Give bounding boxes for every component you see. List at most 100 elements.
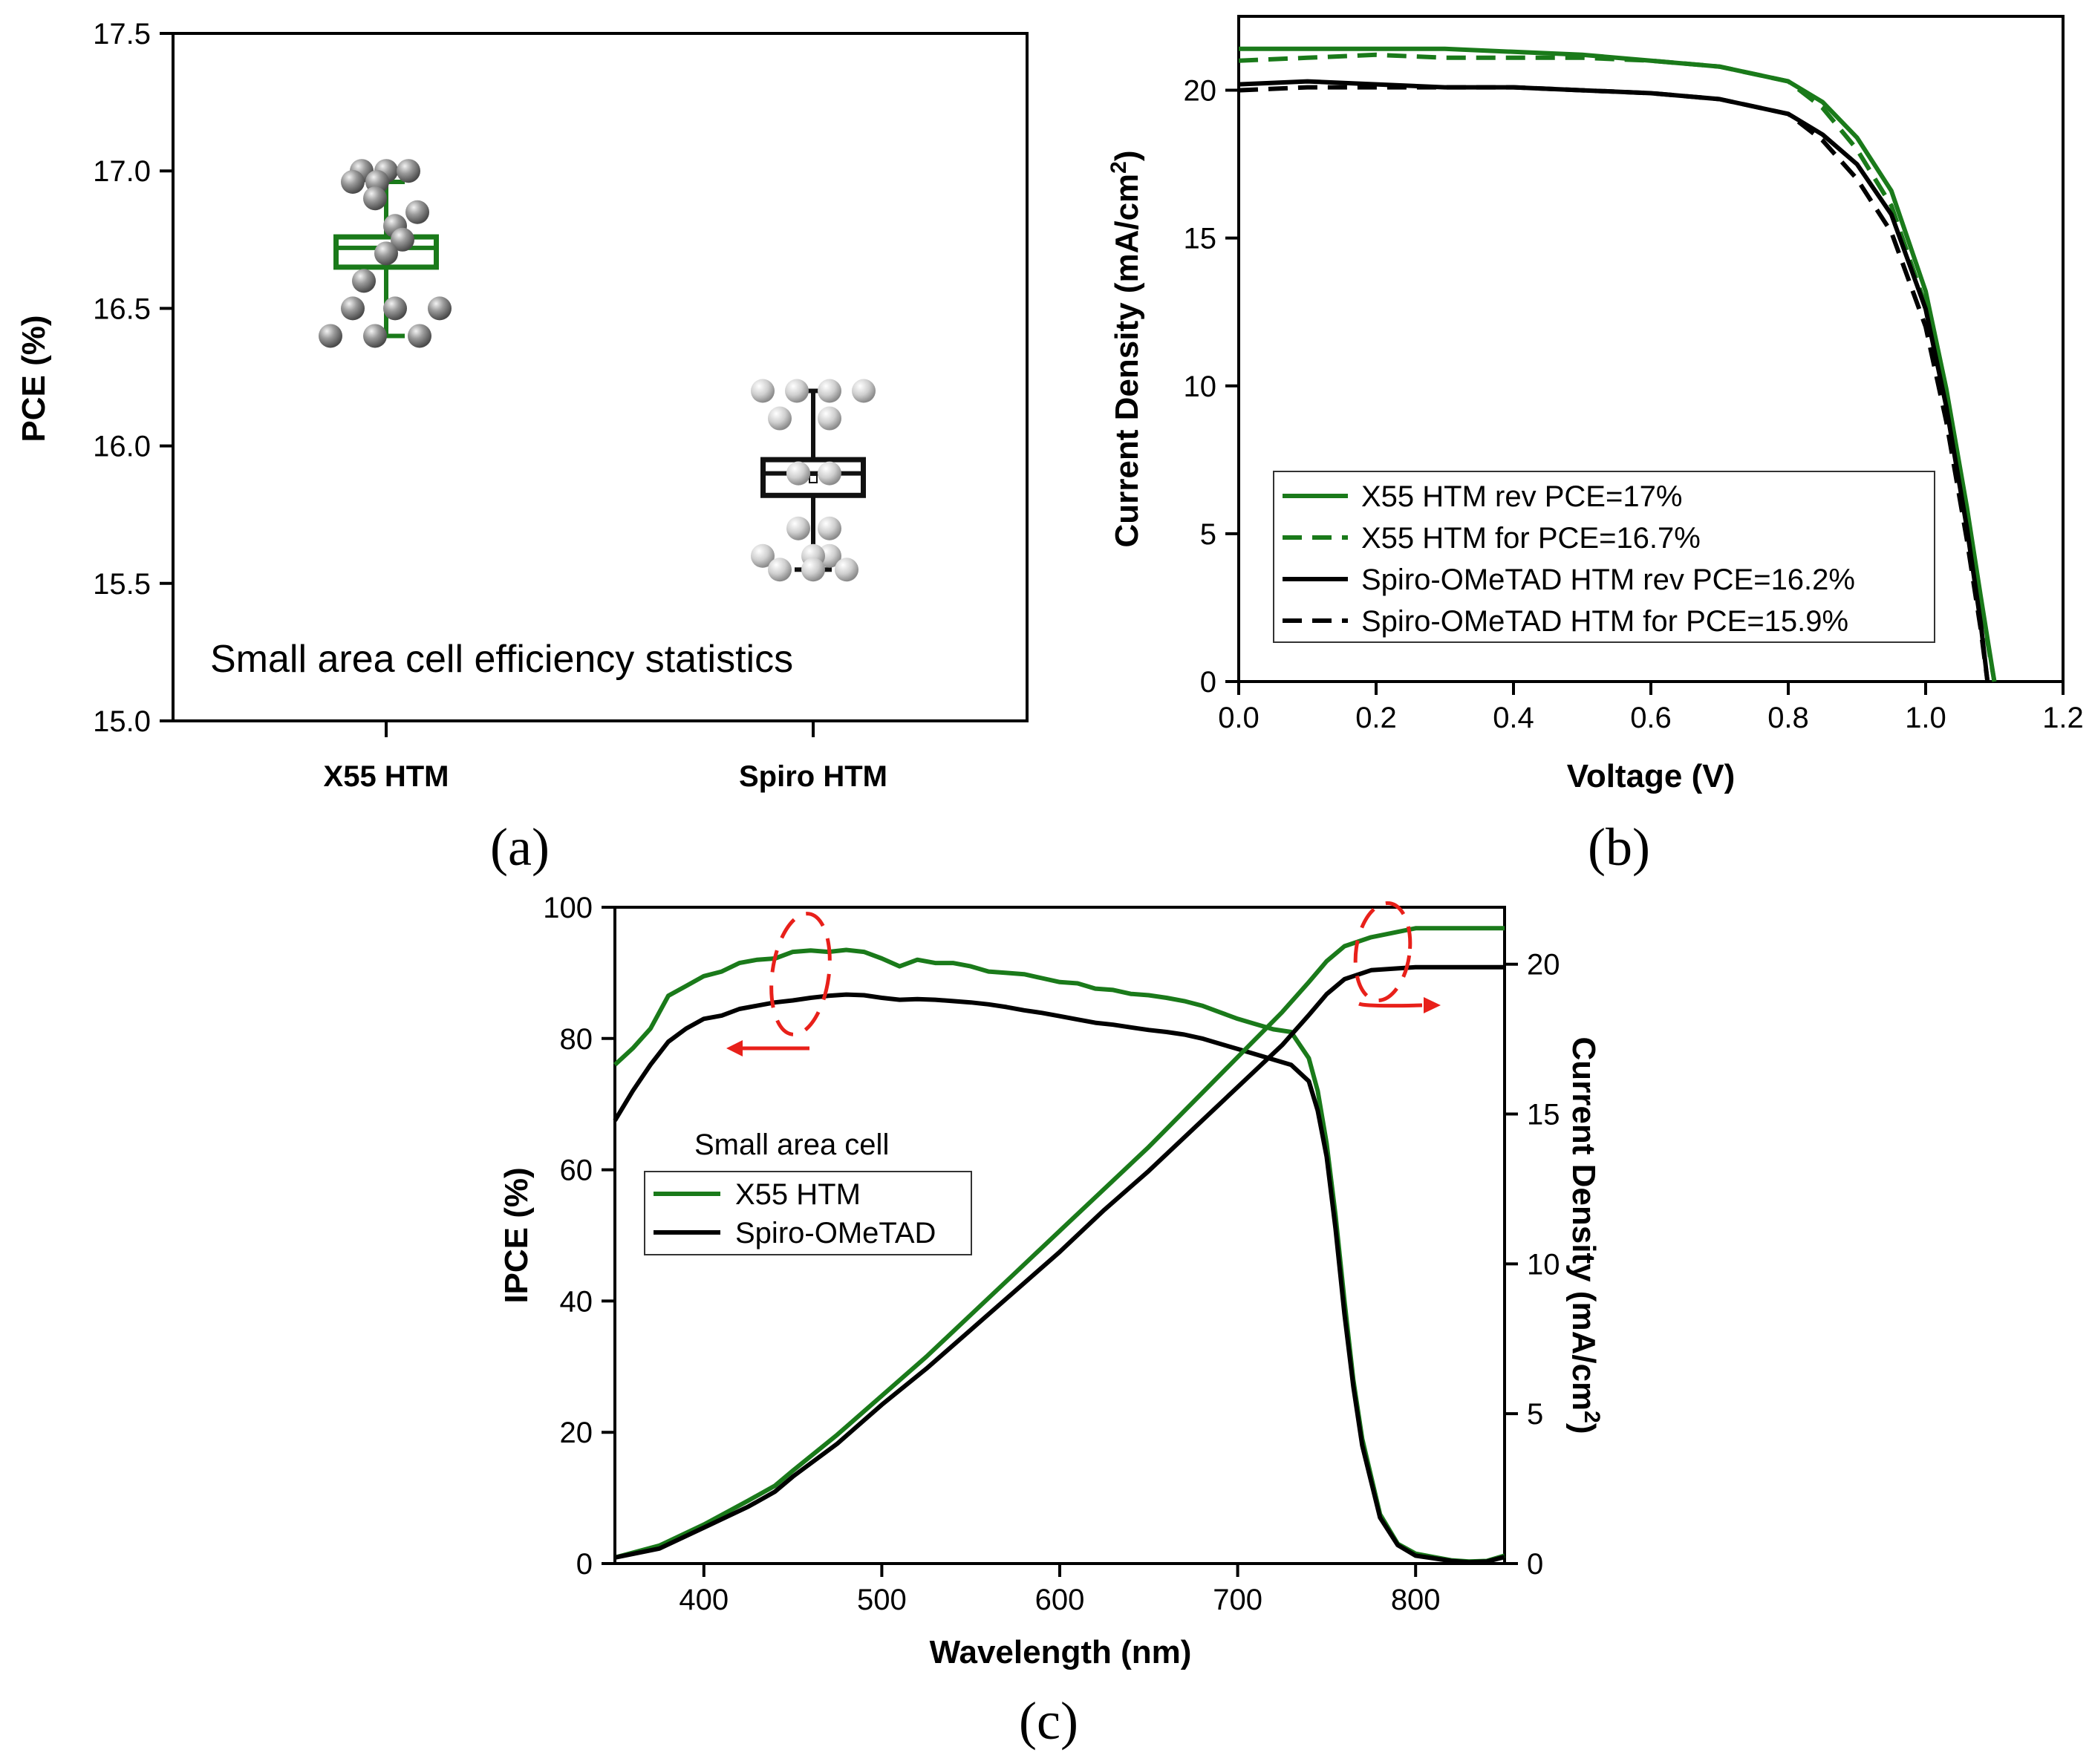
panel-c-left-arrowhead [726, 1040, 743, 1056]
panel-a-x-axis: X55 HTM Spiro HTM [324, 721, 887, 793]
panel-c-x-tick-label: 500 [857, 1584, 907, 1616]
panel-b-y-tick-label: 0 [1200, 666, 1216, 699]
panel-b-x-tick-label: 0.4 [1493, 702, 1534, 734]
panel-b-y-axis-label: Current Density (mA/cm2) [1107, 150, 1145, 547]
panel-a-box-iqr [333, 234, 439, 270]
panel-b-legend-label: Spiro-OMeTAD HTM for PCE=15.9% [1361, 605, 1848, 638]
panel-a-data-point [786, 461, 810, 486]
panel-a-panel-label: (a) [490, 817, 550, 877]
panel-c-legend-box [644, 1171, 972, 1255]
panel-a-data-point [751, 543, 775, 568]
panel-a-data-point [835, 558, 858, 582]
panel-a-data-point [341, 170, 365, 195]
panel-a-data-point [363, 324, 387, 348]
panel-a-y-tick-label: 17.5 [93, 18, 151, 50]
panel-a-data-point [363, 186, 387, 211]
panel-c-y2-tick-label: 0 [1527, 1548, 1543, 1581]
panel-b-x-tick-label: 0.2 [1355, 702, 1397, 734]
panel-b-x-tick-label: 1.2 [2042, 702, 2084, 734]
panel-a-y-tick-label: 15.0 [93, 705, 151, 738]
panel-a-boxes [319, 159, 876, 582]
panel-b-legend-box [1273, 471, 1935, 643]
panel-a-box-iqr [760, 457, 866, 498]
panel-a-box-x55 [319, 159, 452, 348]
panel-b-panel-label: (b) [1588, 817, 1650, 877]
panel-c-right-y-axis: 0 5 10 15 20 [1505, 949, 1560, 1581]
panel-c-series-line [613, 947, 1505, 1564]
panel-a-box-spiro [751, 379, 876, 582]
panel-a-data-point [374, 241, 398, 266]
panel-c-x-tick-label: 700 [1213, 1584, 1262, 1616]
panel-c-right-arrowhead [1424, 997, 1441, 1013]
panel-a-data-point [405, 200, 429, 224]
panel-c-y-tick-label: 40 [560, 1285, 593, 1318]
panel-b-legend-label: X55 HTM for PCE=16.7% [1361, 522, 1701, 555]
panel-a-data-point [785, 379, 809, 403]
panel-a-data-point [428, 296, 452, 321]
panel-a-y-axis: 15.0 15.5 16.0 16.5 17.0 17.5 [93, 18, 173, 738]
panel-b-series-line [1238, 85, 1990, 682]
panel-c-y2-tick-label: 10 [1527, 1248, 1560, 1281]
panel-a-annotation: Small area cell efficiency statistics [210, 638, 793, 681]
panel-c-series-line [614, 964, 1505, 1560]
panel-c-legend-label: Spiro-OMeTAD [735, 1217, 936, 1250]
panel-c-y-tick-label: 60 [560, 1154, 593, 1187]
panel-a-data-point [801, 558, 825, 582]
panel-a-data-point [818, 543, 841, 568]
panel-b-x-tick-label: 0.0 [1218, 702, 1260, 734]
panel-c-y2-tick-label: 20 [1527, 949, 1560, 981]
panel-a-y-axis-label: PCE (%) [16, 315, 52, 442]
panel-a-data-point [818, 516, 841, 540]
panel-a-data-point [751, 379, 775, 403]
panel-a-y-tick-label: 15.5 [93, 568, 151, 601]
panel-c-y-tick-label: 100 [543, 892, 593, 924]
panel-a-data-point [383, 296, 407, 321]
panel-a-x-tick-label: Spiro HTM [739, 760, 887, 793]
panel-a-data-point [397, 159, 420, 183]
panel-b-x-tick-label: 0.6 [1630, 702, 1672, 734]
panel-a-data-point [768, 558, 792, 582]
panel-a-data-point [786, 516, 810, 540]
panel-c-legend-label: X55 HTM [735, 1178, 861, 1211]
panel-a-x-tick-label: X55 HTM [324, 760, 449, 793]
panel-c-series-line [614, 926, 1505, 1560]
panel-a-box-plot: 15.0 15.5 16.0 16.5 17.0 17.5 X55 HTM Spiro HT… [16, 18, 1029, 877]
panel-c-x-axis: 400 500 600 700 800 [679, 1564, 1441, 1616]
panel-a-y-tick-label: 17.0 [93, 155, 151, 188]
panel-c-x-axis-label: Wavelength (nm) [930, 1634, 1192, 1670]
panel-a-y-tick-label: 16.0 [93, 431, 151, 463]
panel-c-y-tick-label: 0 [576, 1548, 593, 1581]
panel-a-y-tick-label: 16.5 [93, 293, 151, 325]
panel-b-legend: X55 HTM rev PCE=17% X55 HTM for PCE=16.7%… [1273, 471, 1935, 643]
panel-c-y-tick-label: 20 [560, 1417, 593, 1449]
panel-a-data-point [408, 324, 431, 348]
panel-c-x-tick-label: 400 [679, 1584, 729, 1616]
panel-a-data-point [852, 379, 876, 403]
panel-b-jv-curves: 0 5 10 15 20 0.0 0.2 0.4 0.6 0.8 1.0 1.2 Voltage (… [1107, 15, 2084, 877]
panel-c-y2-axis-label: Current Density (mA/cm2) [1565, 1036, 1604, 1434]
panel-b-y-tick-label: 15 [1184, 223, 1217, 255]
panel-c-right-indicator-ellipse [1353, 901, 1412, 1003]
panel-c-right-arrow [1358, 1002, 1423, 1008]
panel-a-data-point [818, 379, 841, 403]
panel-c-x-tick-label: 600 [1035, 1584, 1085, 1616]
panel-a-data-point [319, 324, 342, 348]
panel-c-y2-tick-label: 5 [1527, 1398, 1543, 1431]
panel-b-x-axis: 0.0 0.2 0.4 0.6 0.8 1.0 1.2 [1218, 682, 2084, 734]
panel-b-y-axis: 0 5 10 15 20 [1184, 75, 1239, 699]
panel-b-x-tick-label: 1.0 [1905, 702, 1946, 734]
panel-b-legend-label: X55 HTM rev PCE=17% [1361, 480, 1682, 513]
panel-c-legend-title: Small area cell [694, 1128, 889, 1161]
panel-c-left-indicator-ellipse [769, 912, 832, 1036]
panel-c-ipce: 0 20 40 60 80 100 0 5 10 15 20 400 500 600 700 800 Wa… [498, 892, 1604, 1751]
panel-a-mean-marker [809, 474, 818, 484]
panel-b-legend-label: Spiro-OMeTAD HTM rev PCE=16.2% [1361, 564, 1855, 596]
panel-c-panel-label: (c) [1019, 1691, 1078, 1751]
panel-b-y-tick-label: 5 [1200, 518, 1216, 551]
panel-c-x-tick-label: 800 [1391, 1584, 1441, 1616]
panel-c-axis-indicators [726, 901, 1441, 1056]
panel-b-series [1238, 46, 1997, 682]
panel-b-x-axis-label: Voltage (V) [1567, 758, 1736, 794]
panel-b-y-tick-label: 20 [1184, 75, 1217, 108]
panel-a-data-point [391, 227, 414, 252]
